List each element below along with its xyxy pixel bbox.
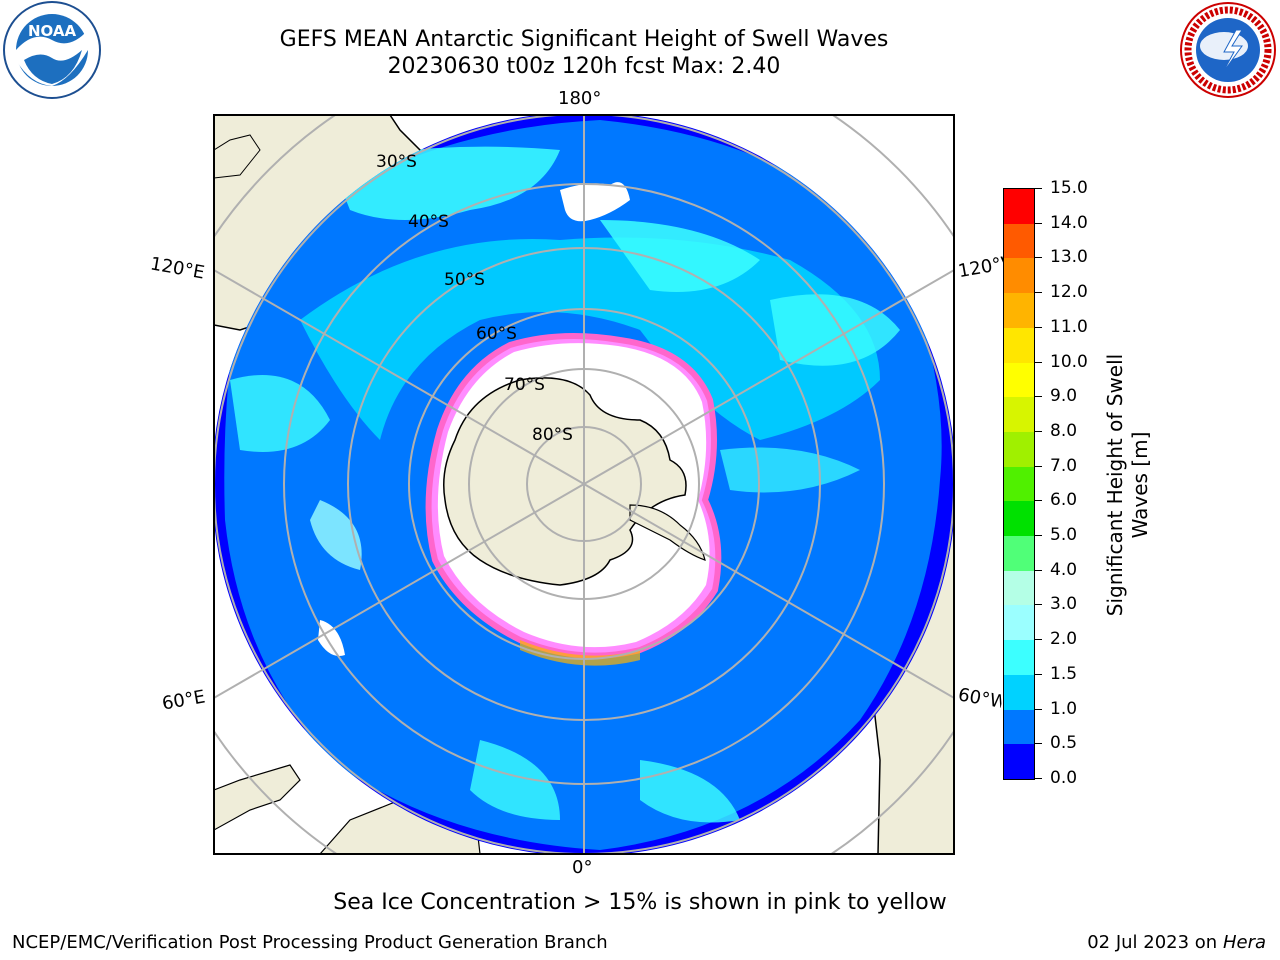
colorbar-tick-mark [1034, 673, 1042, 675]
colorbar-segment-0 [1004, 744, 1034, 779]
colorbar-tick-mark [1034, 569, 1042, 571]
antarctica-land [443, 377, 687, 586]
colorbar-tick-mark [1034, 535, 1042, 537]
lat-label-50s: 50°S [444, 270, 485, 290]
colorbar-tick-label: 3.0 [1050, 594, 1078, 615]
lat-label-70s: 70°S [504, 375, 545, 395]
colorbar-label: Significant Height of Swell Waves [m] [1103, 353, 1152, 617]
colorbar-tick-label: 10.0 [1050, 351, 1088, 372]
madagascar-land [214, 134, 261, 179]
colorbar-tick-mark [1034, 743, 1042, 745]
swell-patch-cyan-4 [230, 375, 330, 452]
colorbar-segment-7 [1004, 501, 1034, 537]
lat-label-40s: 40°S [408, 212, 449, 232]
swell-patch-cyan-3 [770, 294, 900, 366]
colorbar-segment-11 [1004, 362, 1034, 398]
africa-land [214, 764, 301, 831]
swell-patch-cyan-6 [640, 760, 740, 823]
colorbar-tick-mark [1034, 500, 1042, 502]
colorbar-segment-5 [1004, 570, 1034, 606]
colorbar-tick-mark [1034, 326, 1042, 328]
colorbar-tick-label: 9.0 [1050, 386, 1078, 407]
colorbar-segment-6 [1004, 536, 1034, 571]
colorbar-tick-label: 2.0 [1050, 629, 1078, 650]
colorbar-segment-4 [1004, 605, 1034, 641]
colorbar-tick-mark [1034, 222, 1042, 224]
colorbar-tick-mark [1034, 396, 1042, 398]
colorbar-segment-13 [1004, 293, 1034, 328]
colorbar-tick-label: 0.5 [1050, 733, 1078, 754]
colorbar-tick-label: 0.0 [1050, 768, 1078, 788]
swell-patch-cyan-5 [470, 740, 560, 820]
colorbar-tick-mark [1034, 292, 1042, 294]
sea-ice-caption: Sea Ice Concentration > 15% is shown in … [333, 890, 947, 915]
noaa-logo: NOAA [3, 1, 101, 99]
colorbar-tick-mark [1034, 604, 1042, 606]
colorbar-tick-mark [1034, 430, 1042, 432]
colorbar-tick-label: 6.0 [1050, 490, 1078, 511]
swell-patch-cyan-7 [310, 500, 362, 570]
footer-credit: NCEP/EMC/Verification Post Processing Pr… [12, 932, 608, 953]
lat-label-80s: 80°S [532, 425, 573, 445]
colorbar-tick-mark [1034, 257, 1042, 259]
colorbar-segment-16 [1004, 189, 1034, 224]
footer-machine: Hera [1222, 932, 1266, 953]
footer-date-text: 02 Jul 2023 on [1087, 932, 1223, 953]
sea-ice-outer-yellow [520, 640, 640, 666]
colorbar-tick-mark [1034, 778, 1042, 779]
colorbar-segment-3 [1004, 640, 1034, 675]
colorbar-tick-label: 13.0 [1050, 247, 1088, 268]
colorbar-segment-14 [1004, 258, 1034, 294]
colorbar-tick-label: 12.0 [1050, 282, 1088, 303]
chart-subtitle: 20230630 t00z 120h fcst Max: 2.40 [387, 54, 781, 79]
colorbar-tick-label: 8.0 [1050, 420, 1078, 441]
footer-date: 02 Jul 2023 on Hera [1087, 932, 1266, 953]
colorbar-tick-label: 14.0 [1050, 212, 1088, 233]
colorbar-segment-8 [1004, 466, 1034, 502]
noaa-logo-text: NOAA [28, 22, 77, 40]
lon-label-180: 180° [558, 88, 602, 109]
colorbar-tick-mark [1034, 188, 1042, 189]
swell-patch-cyan-2 [600, 220, 760, 292]
colorbar-tick-mark [1034, 361, 1042, 363]
colorbar-tick-mark [1034, 465, 1042, 467]
colorbar-tick-label: 7.0 [1050, 455, 1078, 476]
colorbar-segment-10 [1004, 397, 1034, 432]
colorbar-segment-2 [1004, 674, 1034, 710]
nodata-patch-2 [318, 620, 345, 656]
lat-label-30s: 30°S [376, 152, 417, 172]
swell-patch-cyan-8 [720, 447, 860, 493]
chart-title: GEFS MEAN Antarctic Significant Height o… [279, 27, 889, 52]
colorbar-tick-label: 5.0 [1050, 525, 1078, 546]
colorbar-segment-15 [1004, 223, 1034, 259]
colorbar-tick-label: 4.0 [1050, 559, 1078, 580]
colorbar-tick-label: 1.5 [1050, 663, 1078, 684]
map-frame [213, 114, 955, 855]
nodata-patch-1 [560, 182, 630, 222]
colorbar-segment-9 [1004, 431, 1034, 467]
colorbar [1003, 188, 1035, 780]
colorbar-tick-label: 1.0 [1050, 698, 1078, 719]
swell-band-high [300, 237, 880, 440]
meridian-60e-120w [214, 268, 954, 700]
colorbar-tick-label: 15.0 [1050, 178, 1088, 198]
colorbar-segment-12 [1004, 327, 1034, 363]
colorbar-tick-mark [1034, 639, 1042, 641]
lon-label-0: 0° [572, 857, 593, 878]
colorbar-tick-label: 11.0 [1050, 316, 1088, 337]
nws-logo [1180, 2, 1276, 98]
colorbar-segment-1 [1004, 709, 1034, 745]
colorbar-tick-mark [1034, 708, 1042, 710]
lat-label-60s: 60°S [476, 324, 517, 344]
